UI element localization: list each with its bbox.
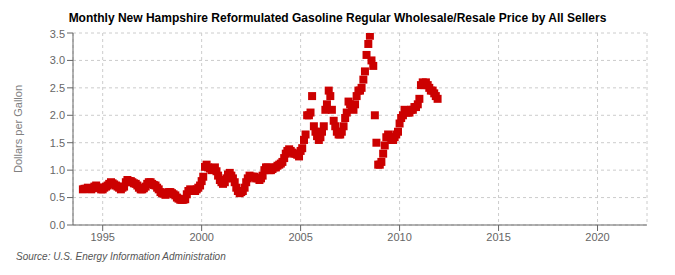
svg-text:3.0: 3.0 <box>50 54 65 66</box>
svg-text:2.0: 2.0 <box>50 109 65 121</box>
svg-text:1995: 1995 <box>90 231 114 243</box>
svg-text:0.0: 0.0 <box>50 219 65 231</box>
svg-text:2005: 2005 <box>288 231 312 243</box>
svg-text:3.5: 3.5 <box>50 28 65 40</box>
svg-text:2.5: 2.5 <box>50 82 65 94</box>
svg-text:2020: 2020 <box>585 231 609 243</box>
html-text:Monthly New Hampshire Reformul: Monthly New Hampshire Reformulated Gasol… <box>68 11 607 25</box>
svg-text:1.5: 1.5 <box>50 137 65 149</box>
svg-text:Dollars per Gallon: Dollars per Gallon <box>12 85 24 173</box>
svg-text:0.5: 0.5 <box>50 191 65 203</box>
html-text:Source: U.S. Energy Informatio: Source: U.S. Energy Information Administ… <box>16 251 226 262</box>
svg-text:1.0: 1.0 <box>50 164 65 176</box>
svg-text:2015: 2015 <box>486 231 510 243</box>
svg-text:2010: 2010 <box>387 231 411 243</box>
svg-text:2000: 2000 <box>189 231 213 243</box>
